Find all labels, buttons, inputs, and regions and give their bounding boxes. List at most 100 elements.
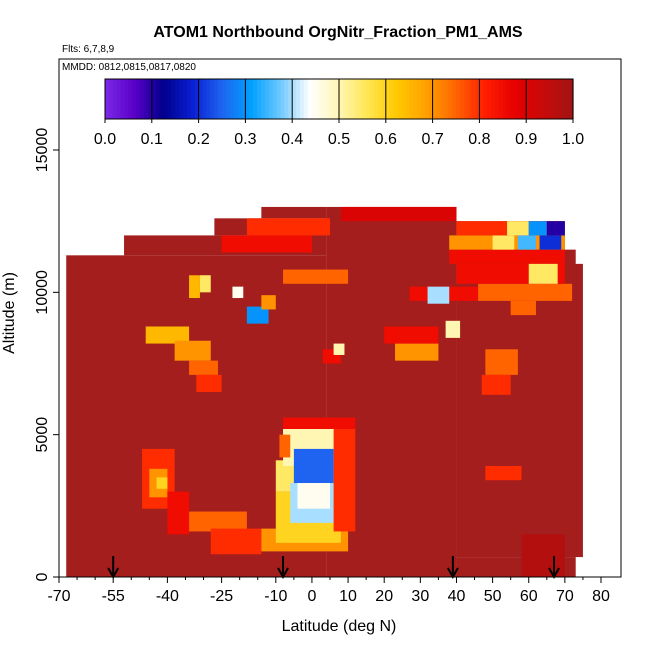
colorbar-swatch-33 <box>233 79 239 119</box>
colorbar-swatch-5 <box>124 79 129 119</box>
colorbar-swatch-64 <box>354 79 360 119</box>
colorbar-swatch-0 <box>105 79 110 119</box>
colorbar-swatch-34 <box>237 79 243 119</box>
colorbar-swatch-112 <box>541 79 547 119</box>
colorbar-swatch-37 <box>249 79 254 119</box>
colorbar-swatch-44 <box>276 79 282 119</box>
heatmap-cell-14 <box>333 428 356 532</box>
heatmap-cell-37 <box>427 286 450 304</box>
x-tick-label-10: 50 <box>484 588 502 605</box>
colorbar-swatch-84 <box>432 79 438 119</box>
colorbar-swatch-4 <box>120 79 126 119</box>
x-tick-label-5: 0 <box>307 588 316 605</box>
colorbar-swatch-107 <box>522 79 527 119</box>
heatmap-cell-32 <box>445 320 461 338</box>
colorbar-swatch-20 <box>183 79 188 119</box>
colorbar-swatch-3 <box>116 79 122 119</box>
colorbar-swatch-6 <box>128 79 133 119</box>
colorbar-swatch-45 <box>280 79 285 119</box>
colorbar-swatch-52 <box>307 79 313 119</box>
colorbar-swatch-10 <box>144 79 149 119</box>
x-tick-label-2: -40 <box>156 588 179 605</box>
x-tick-label-13: 80 <box>592 588 610 605</box>
colorbar-swatch-32 <box>229 79 235 119</box>
x-axis-label: Latitude (deg N) <box>282 618 397 635</box>
heatmap-cell-24 <box>261 295 276 310</box>
colorbar-swatch-46 <box>284 79 289 119</box>
colorbar-swatch-115 <box>553 79 558 119</box>
heatmap-cell-45 <box>517 235 536 250</box>
heatmap-cell-34 <box>481 374 511 395</box>
colorbar-swatch-79 <box>413 79 418 119</box>
colorbar-tick-label-6: 0.6 <box>375 131 397 148</box>
colorbar-swatch-90 <box>456 79 461 119</box>
colorbar-swatch-18 <box>175 79 180 119</box>
heatmap-cell-11 <box>293 448 334 484</box>
colorbar-swatch-118 <box>565 79 570 119</box>
colorbar-swatch-53 <box>311 79 317 119</box>
colorbar-swatch-113 <box>545 79 551 119</box>
colorbar-swatch-51 <box>303 79 309 119</box>
colorbar-swatch-93 <box>467 79 473 119</box>
x-tick-label-9: 40 <box>448 588 466 605</box>
colorbar-swatch-15 <box>163 79 168 119</box>
colorbar-tick-label-10: 1.0 <box>562 131 584 148</box>
colorbar-swatch-71 <box>381 79 387 119</box>
colorbar-swatch-88 <box>448 79 453 119</box>
colorbar-swatch-111 <box>537 79 543 119</box>
heatmap-cell-29 <box>333 343 345 355</box>
colorbar-swatch-36 <box>245 79 250 119</box>
heatmap-cell-26 <box>246 218 330 236</box>
heatmap-cell-35 <box>485 465 522 481</box>
colorbar-swatch-106 <box>518 79 523 119</box>
colorbar-swatch-31 <box>225 79 231 119</box>
colorbar-swatch-95 <box>475 79 480 119</box>
colorbar-swatch-25 <box>202 79 207 119</box>
heatmap-cell-51 <box>340 206 457 222</box>
colorbar-swatch-76 <box>401 79 406 119</box>
colorbar-swatch-99 <box>491 79 496 119</box>
colorbar-swatch-96 <box>479 79 484 119</box>
colorbar-tick-label-3: 0.3 <box>234 131 256 148</box>
colorbar-swatch-11 <box>147 79 153 119</box>
colorbar-swatch-56 <box>323 79 328 119</box>
colorbar-swatch-23 <box>194 79 200 119</box>
heatmap-cell-50 <box>546 221 565 236</box>
colorbar-tick-label-5: 0.5 <box>328 131 350 148</box>
heatmap-cell-17 <box>174 340 211 361</box>
heatmap-cell-16 <box>145 326 190 344</box>
colorbar-swatch-108 <box>526 79 531 119</box>
heatmap-cell-31 <box>384 326 439 344</box>
heatmap-cell-12 <box>297 483 330 509</box>
colorbar-swatch-19 <box>179 79 184 119</box>
colorbar-swatch-22 <box>190 79 196 119</box>
x-tick-label-12: 70 <box>556 588 574 605</box>
x-tick-label-0: -70 <box>47 588 70 605</box>
colorbar-swatch-55 <box>319 79 324 119</box>
heatmap-cell-44 <box>492 235 515 250</box>
colorbar-swatch-59 <box>335 79 340 119</box>
y-tick-label-3: 15000 <box>34 128 51 173</box>
colorbar-swatch-94 <box>471 79 477 119</box>
colorbar-swatch-87 <box>444 79 449 119</box>
colorbar-swatch-97 <box>483 79 488 119</box>
y-axis: 0 5000 10000 15000 <box>34 128 59 581</box>
x-tick-label-6: 10 <box>339 588 357 605</box>
colorbar-swatch-116 <box>557 79 562 119</box>
plot-frame <box>58 58 622 578</box>
colorbar-swatch-13 <box>155 79 161 119</box>
colorbar-swatch-91 <box>459 79 465 119</box>
colorbar-swatch-75 <box>397 79 402 119</box>
x-tick-label-3: -25 <box>210 588 233 605</box>
x-tick-label-8: 30 <box>411 588 429 605</box>
colorbar-swatch-72 <box>385 79 391 119</box>
colorbar-swatch-29 <box>218 79 223 119</box>
colorbar-swatch-47 <box>288 79 293 119</box>
colorbar-swatch-81 <box>420 79 426 119</box>
colorbar-swatch-60 <box>339 79 344 119</box>
colorbar-swatch-35 <box>241 79 246 119</box>
colorbar-swatch-2 <box>112 79 118 119</box>
heatmap-cell-25 <box>221 235 312 253</box>
y-tick-label-0: 0 <box>34 572 51 581</box>
